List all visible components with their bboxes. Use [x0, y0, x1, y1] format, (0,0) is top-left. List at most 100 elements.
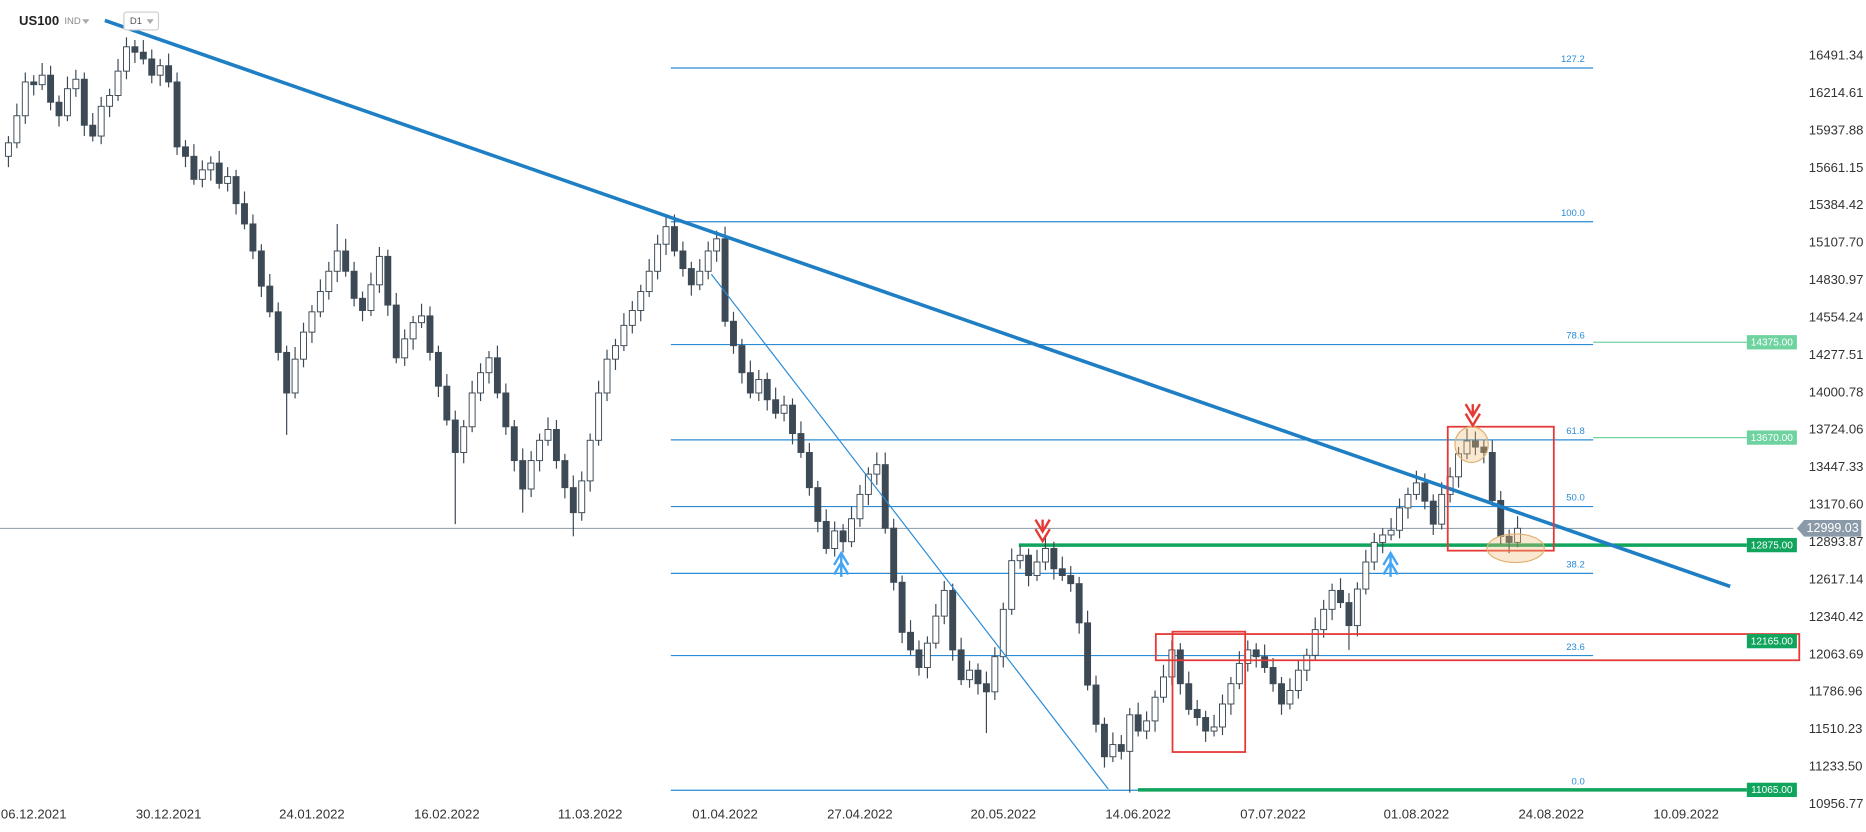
- candle-body: [190, 155, 198, 180]
- candle-body: [957, 649, 965, 681]
- y-tick-label: 13724.06: [1809, 422, 1864, 437]
- x-tick-label: 07.07.2022: [1240, 807, 1306, 822]
- candle-body: [1100, 723, 1108, 758]
- last-price-label-bg: [1796, 519, 1862, 537]
- candle-body: [1404, 493, 1412, 509]
- price-label-bg: [1746, 633, 1797, 649]
- header: US100 IND D1: [19, 11, 160, 31]
- candle-body: [519, 460, 527, 490]
- candle-body: [662, 226, 670, 245]
- candle-body: [730, 320, 737, 347]
- candle-body: [468, 392, 476, 428]
- candle-body: [1379, 534, 1387, 543]
- candle-body: [1463, 440, 1471, 455]
- candle-body: [55, 101, 63, 117]
- candle-body: [569, 487, 577, 514]
- candle-body: [755, 378, 763, 394]
- up-arrow: [833, 550, 850, 577]
- candle-body: [915, 649, 923, 668]
- price-label-bg: [1746, 430, 1797, 445]
- candle-body: [443, 385, 451, 421]
- candle-body: [1421, 482, 1429, 502]
- y-tick-label: 14277.51: [1809, 347, 1864, 362]
- last-price-label: 12999.03: [1807, 521, 1859, 535]
- candle-body: [426, 315, 434, 353]
- candle-body: [13, 115, 21, 144]
- candle-body: [274, 311, 282, 353]
- candle-body: [1429, 500, 1437, 525]
- price-label: 11065.00: [1751, 785, 1793, 796]
- candle-body: [224, 176, 232, 184]
- candle-body: [89, 124, 97, 137]
- candle-body: [1041, 548, 1049, 563]
- y-tick-label: 14830.97: [1809, 272, 1864, 287]
- x-tick-label: 24.08.2022: [1519, 807, 1585, 822]
- candle-body: [257, 250, 265, 287]
- candle-body: [620, 324, 628, 347]
- candle-body: [822, 520, 830, 549]
- candle-body: [628, 310, 636, 326]
- candle-body: [1202, 717, 1210, 732]
- candle-body: [342, 250, 350, 272]
- dropdown-icon[interactable]: [146, 19, 154, 24]
- price-label-bg: [1746, 782, 1797, 798]
- candle-body: [797, 433, 805, 453]
- candle-body: [1160, 676, 1167, 698]
- candle-body: [940, 589, 948, 617]
- candle-body: [1143, 720, 1151, 732]
- candle-body: [434, 351, 442, 387]
- timeframe-button[interactable]: [123, 11, 160, 31]
- instrument-type[interactable]: IND: [64, 16, 81, 27]
- y-tick-label: 12340.42: [1809, 609, 1864, 624]
- down-arrow: [1034, 519, 1051, 544]
- y-tick-label: 13170.60: [1809, 497, 1864, 512]
- candle-body: [139, 51, 147, 60]
- x-tick-label: 14.06.2022: [1105, 807, 1171, 822]
- candle-body: [384, 255, 392, 306]
- candle-body: [772, 399, 780, 414]
- candle-body: [923, 642, 931, 668]
- candle-body: [1084, 622, 1092, 686]
- candle-body: [949, 589, 957, 651]
- candle-body: [123, 46, 130, 72]
- candle-body: [63, 88, 71, 117]
- candle-body: [1067, 575, 1075, 585]
- candle-body: [1261, 656, 1269, 668]
- zone: [1154, 633, 1801, 662]
- y-tick-label: 12617.14: [1809, 571, 1864, 586]
- candle-body: [148, 58, 156, 76]
- price-label-bg: [1746, 335, 1797, 350]
- candle-body: [485, 357, 493, 374]
- candle-body: [1185, 683, 1193, 710]
- candle-body: [974, 669, 982, 685]
- candle-body: [114, 70, 122, 96]
- y-tick-label: 12893.87: [1809, 534, 1864, 549]
- candle-body: [1311, 629, 1319, 656]
- candle-body: [1328, 589, 1336, 610]
- candle-body: [1227, 683, 1235, 705]
- candle-body: [182, 146, 189, 157]
- candle-body: [1117, 744, 1125, 752]
- candle-body: [603, 358, 611, 394]
- x-tick-label: 24.01.2022: [279, 807, 345, 822]
- x-tick-label: 10.09.2022: [1653, 807, 1719, 822]
- candle-body: [991, 656, 999, 693]
- candle-body: [814, 487, 822, 522]
- timeframe[interactable]: D1: [130, 16, 142, 27]
- fib-label: 78.6: [1566, 331, 1585, 342]
- candle-body: [510, 426, 518, 462]
- plot-area: 127.2 100.0 78.6 61.8 50.0 38.2 23.6 0.0: [0, 37, 1794, 793]
- dropdown-icon[interactable]: [82, 19, 90, 24]
- candle-body: [460, 426, 468, 453]
- y-tick-label: 11233.50: [1809, 759, 1863, 774]
- candle-body: [679, 250, 687, 270]
- candle-body: [1412, 482, 1420, 495]
- candle-body: [527, 460, 535, 490]
- candle-body: [325, 270, 333, 293]
- x-tick-label: 27.04.2022: [827, 807, 893, 822]
- candle-body: [333, 250, 341, 272]
- candle-body: [544, 429, 552, 441]
- candle-body: [789, 404, 796, 435]
- candle-body: [999, 608, 1007, 658]
